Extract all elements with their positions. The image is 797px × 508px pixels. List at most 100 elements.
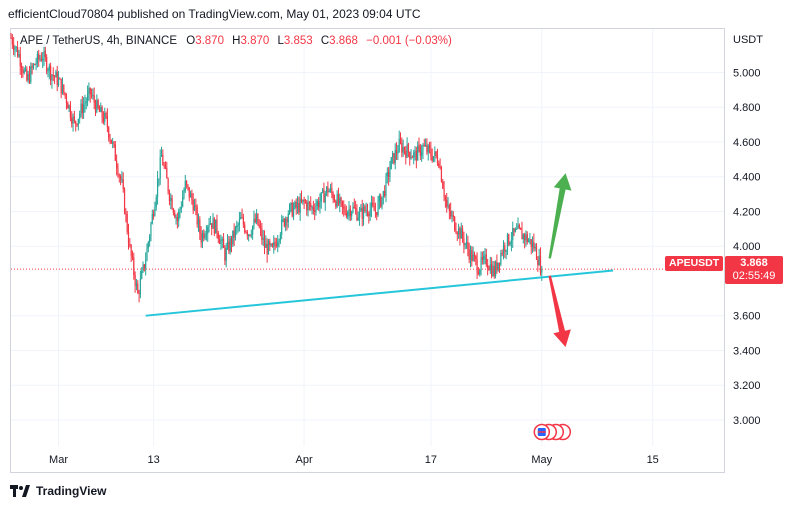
- candle-body: [460, 228, 462, 239]
- candle-body: [316, 201, 318, 206]
- candle-body: [222, 239, 225, 248]
- candle-body: [494, 261, 497, 277]
- candle-body: [176, 217, 178, 221]
- candle-body: [434, 151, 436, 157]
- last-price-value: 3.868: [740, 257, 768, 269]
- candle-body: [93, 95, 95, 103]
- candle-body: [483, 255, 485, 260]
- candle-body: [196, 207, 198, 225]
- candle-body: [118, 175, 120, 177]
- candle-body: [88, 87, 90, 94]
- candle-body: [343, 206, 345, 209]
- candle-body: [423, 145, 425, 147]
- arrow-up-icon: [548, 173, 572, 259]
- candle-body: [200, 233, 202, 243]
- candle-body: [23, 69, 25, 73]
- candle-body: [292, 207, 295, 217]
- candle-body: [291, 202, 293, 217]
- candle-body: [355, 208, 357, 210]
- candle-body: [53, 76, 56, 78]
- candle-body: [358, 211, 361, 218]
- candle-body: [230, 238, 233, 245]
- candle-body: [541, 269, 543, 273]
- candle-body: [244, 224, 246, 232]
- symbol-label[interactable]: APE / TetherUS, 4h, BINANCE: [20, 35, 178, 47]
- candle-body: [42, 58, 44, 61]
- candle-body: [69, 105, 72, 118]
- candle-body: [450, 210, 452, 217]
- candle-body: [135, 283, 138, 286]
- candle-body: [44, 50, 46, 57]
- candle-body: [217, 233, 219, 240]
- candle-body: [381, 196, 383, 207]
- candle-body: [440, 167, 443, 182]
- time-tick-label: May: [531, 454, 552, 466]
- top-bar: efficientCloud70804 published on Trading…: [0, 0, 797, 28]
- candle-body: [59, 78, 61, 80]
- candle-body: [146, 248, 148, 261]
- candle-body: [238, 219, 241, 225]
- candle-body: [456, 232, 458, 235]
- candle-body: [263, 237, 266, 248]
- candle-body: [63, 84, 65, 93]
- candle-body: [92, 95, 94, 97]
- candle-body: [252, 226, 254, 235]
- candle-body: [411, 157, 413, 159]
- candle-body: [187, 184, 189, 188]
- axis-unit-label[interactable]: USDT: [733, 34, 763, 46]
- candle-body: [184, 180, 186, 192]
- bar-countdown: 02:55:49: [732, 270, 776, 282]
- price-tick-label: 4.600: [733, 137, 761, 149]
- candle-body: [167, 178, 169, 192]
- candle-body: [77, 118, 79, 126]
- candle-body: [47, 71, 49, 73]
- candle-body: [89, 87, 91, 95]
- candle-body: [327, 186, 329, 193]
- candle-body: [341, 200, 344, 207]
- candle-body: [182, 197, 184, 207]
- candle-body: [432, 156, 435, 161]
- candle-body: [48, 65, 50, 72]
- low-value: 3.853: [283, 35, 313, 47]
- candle-body: [80, 103, 82, 114]
- candle-body: [254, 218, 256, 223]
- candle-body: [362, 206, 365, 219]
- candle-body: [40, 58, 42, 61]
- candle-body: [105, 112, 107, 116]
- candle-body: [443, 188, 445, 197]
- candle-body: [226, 241, 229, 248]
- candle-body: [79, 113, 81, 119]
- candle-body: [468, 249, 470, 260]
- candle-body: [71, 117, 73, 124]
- candle-body: [306, 202, 308, 211]
- candle-body: [531, 241, 534, 248]
- candle-body: [424, 145, 427, 147]
- candle-body: [377, 201, 379, 216]
- candle-body: [328, 190, 330, 193]
- candle-body: [233, 230, 235, 238]
- candle-body: [52, 74, 54, 77]
- candle-body: [302, 199, 304, 202]
- candle-body: [15, 46, 17, 48]
- candle-body: [50, 65, 52, 81]
- candle-body: [533, 241, 535, 249]
- chart-frame[interactable]: [10, 28, 725, 473]
- candle-body: [160, 154, 163, 157]
- candle-body: [497, 262, 499, 271]
- footer: TradingView: [10, 483, 106, 499]
- candle-body: [444, 196, 447, 200]
- candle-body: [229, 238, 231, 252]
- candle-body: [18, 54, 20, 57]
- candle-body: [393, 153, 395, 164]
- candle-body: [314, 210, 316, 212]
- candle-body: [513, 228, 515, 232]
- candle-body: [360, 207, 362, 212]
- candle-body: [538, 255, 540, 266]
- candle-body: [516, 228, 518, 230]
- brand-name[interactable]: TradingView: [36, 484, 107, 498]
- candle-body: [506, 234, 509, 251]
- candle-body: [259, 226, 262, 229]
- candle-body: [518, 224, 520, 228]
- candle-body: [442, 181, 444, 189]
